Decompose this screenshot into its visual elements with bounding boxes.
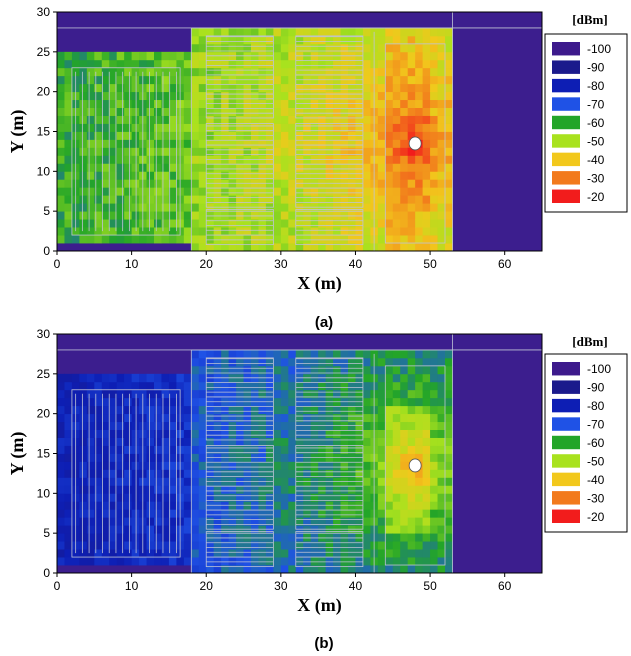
x-axis-label: X (m) [297, 273, 341, 294]
x-tick-label: 60 [498, 579, 512, 593]
transmitter-marker [408, 136, 422, 151]
legend-label: -40 [587, 153, 605, 167]
legend-label: -100 [587, 42, 611, 56]
legend-swatch [552, 171, 580, 185]
legend-label: -80 [587, 79, 605, 93]
heatmap-panel-a: 0 10 20 30 40 50 60 0 5 10 15 20 25 30 X (m) Y (m) [dBm]… [7, 5, 628, 331]
y-tick-label: 10 [37, 486, 51, 500]
x-tick-label: 60 [498, 257, 512, 271]
legend-swatch [552, 417, 580, 431]
y-axis-label: Y (m) [7, 432, 28, 476]
y-tick-label: 25 [37, 367, 51, 381]
legend-swatch [552, 78, 580, 93]
panel-caption: (a) [315, 314, 333, 331]
legend-label: -50 [587, 454, 605, 468]
legend: [dBm] -100 -90 -80 -70 -60 -50 -40 -30 -20 [544, 334, 628, 533]
legend-label: -60 [587, 436, 605, 450]
legend-swatch [552, 60, 580, 74]
transmitter-marker [408, 458, 422, 473]
y-tick-label: 5 [43, 204, 50, 218]
y-tick-label: 0 [43, 566, 50, 580]
legend-label: -70 [587, 98, 605, 112]
legend-swatch [552, 398, 580, 413]
x-tick-label: 30 [274, 579, 288, 593]
x-tick-label: 30 [274, 257, 288, 271]
x-tick-label: 10 [125, 257, 139, 271]
x-tick-label: 10 [125, 579, 139, 593]
legend-label: -20 [587, 190, 605, 204]
floor-plan-lines [56, 12, 542, 252]
y-tick-label: 25 [37, 45, 51, 59]
legend-swatch [552, 115, 580, 130]
axes: 0 10 20 30 40 50 60 0 5 10 15 20 25 30 X (m) Y (m) [7, 327, 512, 616]
y-axis-label: Y (m) [7, 110, 28, 154]
signal-field [57, 349, 453, 574]
legend-label: -40 [587, 473, 605, 487]
x-tick-label: 0 [54, 257, 61, 271]
floor-plan-lines [56, 334, 542, 574]
legend-label: -70 [587, 418, 605, 432]
legend-label: -30 [587, 171, 605, 185]
legend-label: -80 [587, 399, 605, 413]
y-tick-label: 15 [37, 125, 51, 139]
heatmap-panel-b: 0 10 20 30 40 50 60 0 5 10 15 20 25 30 X (m) Y (m) [dBm]… [7, 327, 628, 652]
legend-swatch [552, 362, 580, 376]
y-tick-label: 30 [37, 5, 51, 19]
legend-swatch [552, 435, 580, 450]
legend-label: -30 [587, 491, 605, 505]
y-tick-label: 10 [37, 164, 51, 178]
y-tick-label: 20 [37, 407, 51, 421]
x-tick-label: 50 [423, 579, 437, 593]
y-tick-label: 0 [43, 244, 50, 258]
legend-swatch [552, 97, 580, 111]
legend-swatch [552, 152, 580, 167]
legend-label: -20 [587, 510, 605, 524]
legend-label: -50 [587, 134, 605, 148]
legend-swatch [552, 380, 580, 394]
legend-label: -90 [587, 381, 605, 395]
x-tick-label: 40 [349, 579, 363, 593]
legend-swatch [552, 472, 580, 487]
legend-unit-label: [dBm] [572, 12, 607, 27]
legend-label: -100 [587, 362, 611, 376]
legend-swatch [552, 134, 580, 148]
legend-swatch [552, 491, 580, 505]
legend-unit-label: [dBm] [572, 334, 607, 349]
legend-swatch [552, 189, 580, 203]
y-tick-label: 15 [37, 447, 51, 461]
legend-label: -90 [587, 61, 605, 75]
x-tick-label: 20 [200, 579, 214, 593]
y-tick-label: 5 [43, 526, 50, 540]
x-tick-label: 50 [423, 257, 437, 271]
legend: [dBm] -100 -90 -80 -70 -60 -50 -40 -30 -20 [544, 12, 628, 213]
legend-label: -60 [587, 116, 605, 130]
x-axis-label: X (m) [297, 595, 341, 616]
y-tick-label: 30 [37, 327, 51, 341]
x-tick-label: 20 [200, 257, 214, 271]
legend-swatch [552, 42, 580, 56]
legend-swatch [552, 509, 580, 523]
axes: 0 10 20 30 40 50 60 0 5 10 15 20 25 30 X (m) Y (m) [7, 5, 512, 294]
y-tick-label: 20 [37, 85, 51, 99]
x-tick-label: 40 [349, 257, 363, 271]
legend-swatch [552, 454, 580, 468]
x-tick-label: 0 [54, 579, 61, 593]
panel-caption: (b) [314, 635, 333, 652]
signal-field [57, 27, 453, 252]
